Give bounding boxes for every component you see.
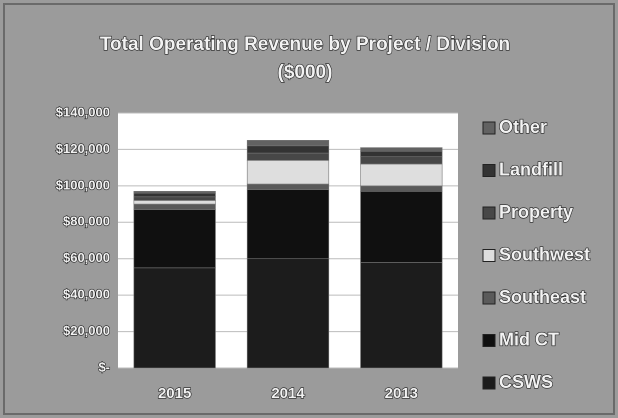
bar-segment xyxy=(133,267,216,369)
bar-segment xyxy=(246,152,330,161)
chart-title: Total Operating Revenue by Project / Div… xyxy=(100,34,510,55)
legend-swatch xyxy=(482,291,496,305)
bar-segment xyxy=(360,150,443,158)
legend-label: Landfill xyxy=(499,159,563,179)
x-tick-label: 2015 xyxy=(158,385,191,402)
legend-swatch xyxy=(482,164,496,177)
legend-label: Mid CT xyxy=(499,329,559,349)
bar-segment xyxy=(133,200,216,205)
y-tick-label: $- xyxy=(98,359,110,374)
legend-label: Southeast xyxy=(499,287,586,307)
bar-segment xyxy=(133,209,216,269)
legend-label: Southwest xyxy=(499,244,590,264)
x-tick-label: 2013 xyxy=(385,385,418,402)
legend-swatch xyxy=(482,376,496,390)
bar-segment xyxy=(246,258,330,369)
y-tick-label: $120,000 xyxy=(56,141,110,156)
y-tick-label: $140,000 xyxy=(56,104,110,119)
legend-swatch xyxy=(482,249,496,262)
legend-swatch xyxy=(482,121,496,135)
bar-segment xyxy=(360,262,443,369)
legend-label: CSWS xyxy=(499,372,553,392)
bar-segment xyxy=(360,191,443,263)
legend-label: Other xyxy=(499,117,547,137)
bar-segment xyxy=(133,196,216,201)
y-tick-label: $40,000 xyxy=(63,287,110,302)
bar-segment xyxy=(360,163,443,187)
bar-segment xyxy=(246,189,330,260)
bar-segment xyxy=(246,160,330,185)
bar-segment xyxy=(246,140,330,147)
y-tick-label: $80,000 xyxy=(63,214,110,229)
legend-swatch xyxy=(482,206,496,220)
chart-subtitle: ($000) xyxy=(278,62,333,83)
bar-segment xyxy=(246,183,330,190)
x-tick-label: 2014 xyxy=(271,385,305,402)
y-tick-label: $100,000 xyxy=(56,177,110,192)
legend-label: Property xyxy=(499,202,573,222)
bar-segment xyxy=(133,192,216,198)
bar-segment xyxy=(133,203,216,210)
bar-segment xyxy=(133,191,216,194)
frame xyxy=(3,3,615,415)
bar-segment xyxy=(246,145,330,154)
bar-segment xyxy=(360,185,443,192)
bar-segment xyxy=(360,147,443,152)
y-tick-label: $20,000 xyxy=(63,323,110,338)
bar-segment xyxy=(360,156,443,165)
y-tick-label: $60,000 xyxy=(63,250,110,265)
legend-swatch xyxy=(482,334,496,347)
